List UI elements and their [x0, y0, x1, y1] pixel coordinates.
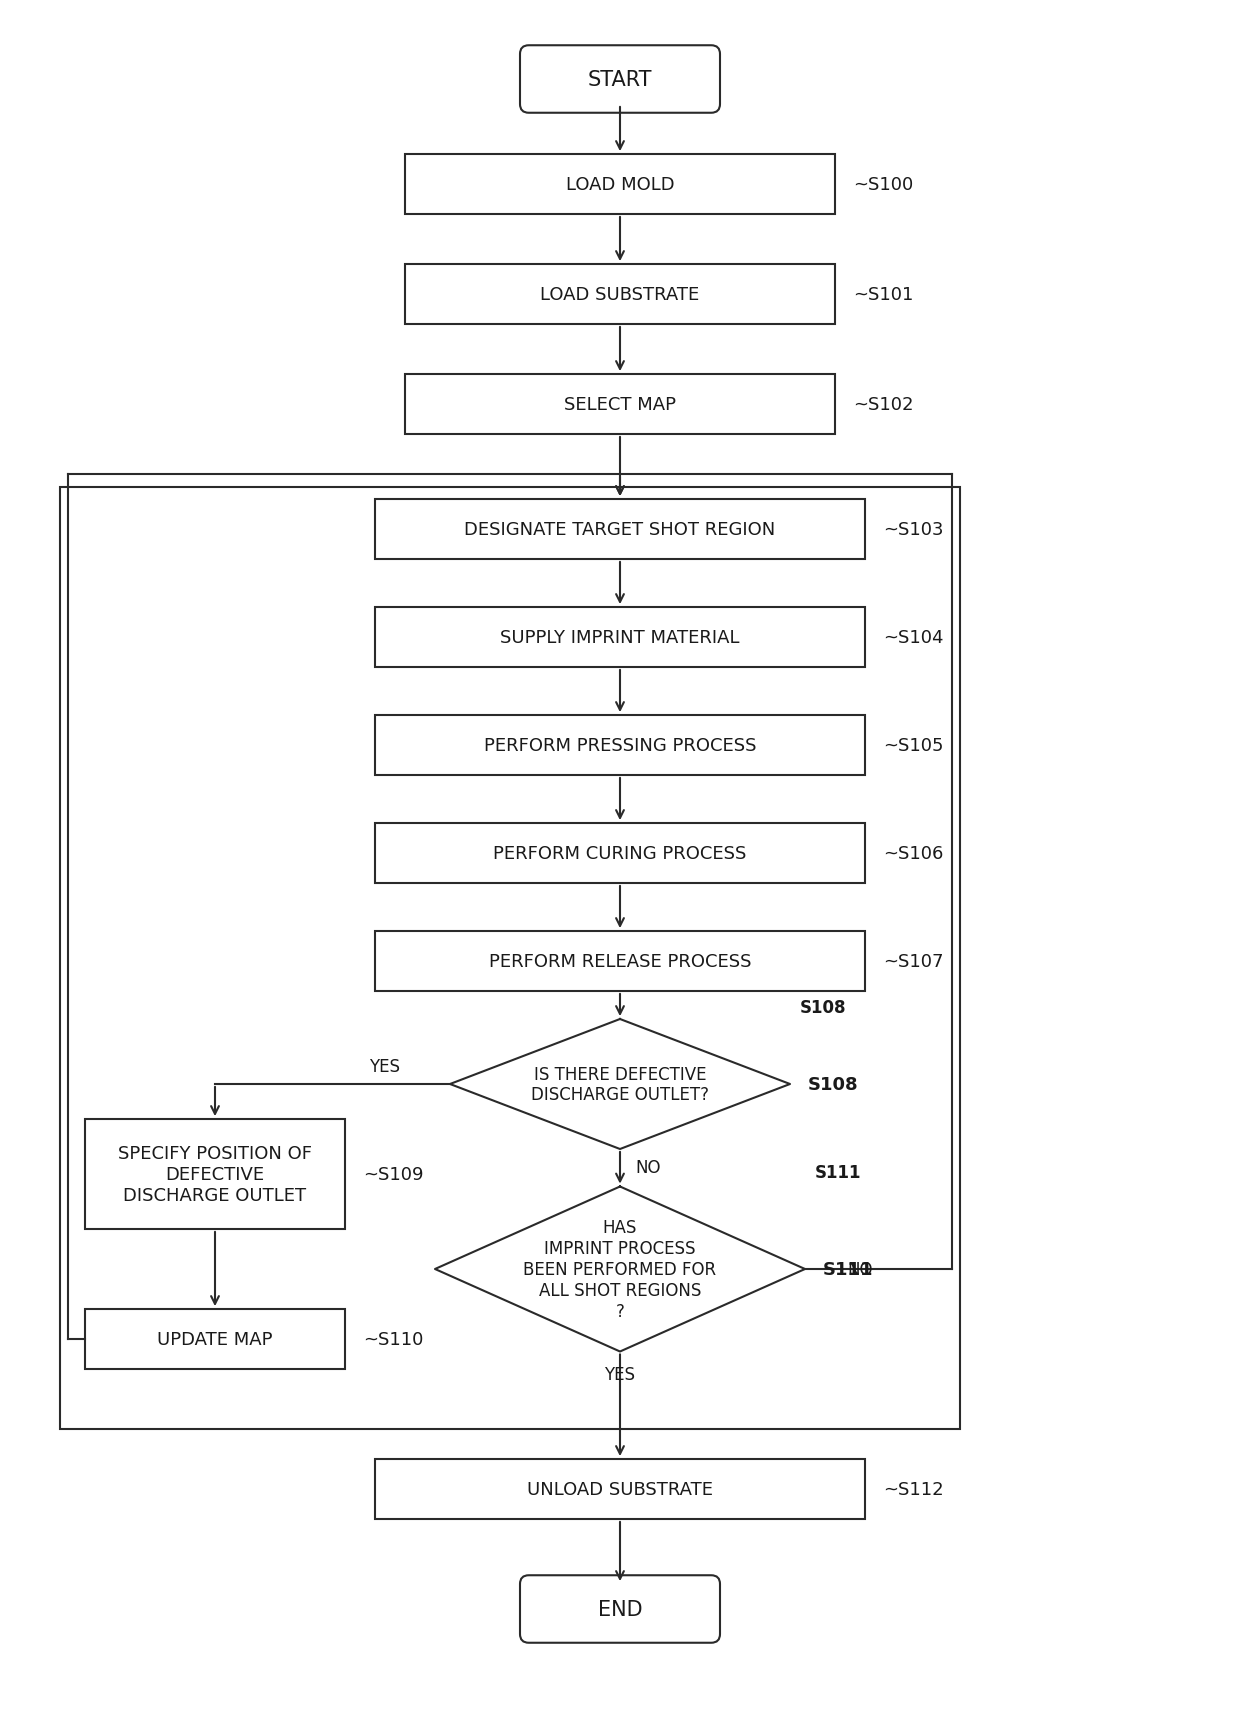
Bar: [374, 500, 866, 560]
Text: ~S107: ~S107: [883, 953, 944, 970]
Text: YES: YES: [605, 1364, 635, 1383]
Polygon shape: [435, 1186, 805, 1352]
Text: LOAD MOLD: LOAD MOLD: [565, 177, 675, 194]
Text: ~S100: ~S100: [853, 177, 913, 194]
FancyBboxPatch shape: [520, 46, 720, 113]
Text: DESIGNATE TARGET SHOT REGION: DESIGNATE TARGET SHOT REGION: [464, 521, 776, 538]
Bar: [374, 931, 866, 991]
Bar: [60, 488, 960, 1429]
Text: S111: S111: [815, 1162, 862, 1181]
Text: UPDATE MAP: UPDATE MAP: [157, 1330, 273, 1349]
Text: NO: NO: [635, 1159, 661, 1176]
Text: ~S112: ~S112: [883, 1481, 944, 1498]
Bar: [86, 1119, 345, 1229]
Bar: [374, 715, 866, 775]
Bar: [405, 154, 835, 214]
Bar: [374, 823, 866, 883]
Text: NO: NO: [847, 1260, 873, 1279]
Text: SPECIFY POSITION OF
DEFECTIVE
DISCHARGE OUTLET: SPECIFY POSITION OF DEFECTIVE DISCHARGE …: [118, 1145, 312, 1205]
Text: UNLOAD SUBSTRATE: UNLOAD SUBSTRATE: [527, 1481, 713, 1498]
Text: PERFORM RELEASE PROCESS: PERFORM RELEASE PROCESS: [489, 953, 751, 970]
Text: SUPPLY IMPRINT MATERIAL: SUPPLY IMPRINT MATERIAL: [500, 629, 740, 646]
Text: ~S109: ~S109: [363, 1166, 424, 1183]
Bar: [86, 1309, 345, 1369]
Text: ~S101: ~S101: [853, 286, 914, 303]
Text: ~S103: ~S103: [883, 521, 944, 538]
Polygon shape: [450, 1020, 790, 1150]
Text: PERFORM PRESSING PROCESS: PERFORM PRESSING PROCESS: [484, 737, 756, 754]
Bar: [374, 1459, 866, 1519]
Text: START: START: [588, 70, 652, 89]
Text: IS THERE DEFECTIVE
DISCHARGE OUTLET?: IS THERE DEFECTIVE DISCHARGE OUTLET?: [531, 1064, 709, 1104]
Text: S108: S108: [808, 1075, 858, 1094]
Text: END: END: [598, 1599, 642, 1620]
Text: ~S110: ~S110: [363, 1330, 423, 1349]
Text: ~S105: ~S105: [883, 737, 944, 754]
Text: S111: S111: [823, 1260, 873, 1279]
Text: YES: YES: [370, 1058, 401, 1075]
Text: ~S106: ~S106: [883, 845, 944, 862]
Text: S108: S108: [800, 999, 847, 1016]
Text: PERFORM CURING PROCESS: PERFORM CURING PROCESS: [494, 845, 746, 862]
Text: SELECT MAP: SELECT MAP: [564, 396, 676, 413]
Text: ~S104: ~S104: [883, 629, 944, 646]
FancyBboxPatch shape: [520, 1575, 720, 1642]
Bar: [374, 608, 866, 668]
Text: ~S102: ~S102: [853, 396, 914, 413]
Bar: [405, 266, 835, 326]
Text: HAS
IMPRINT PROCESS
BEEN PERFORMED FOR
ALL SHOT REGIONS
?: HAS IMPRINT PROCESS BEEN PERFORMED FOR A…: [523, 1219, 717, 1320]
Text: LOAD SUBSTRATE: LOAD SUBSTRATE: [541, 286, 699, 303]
Bar: [405, 375, 835, 435]
